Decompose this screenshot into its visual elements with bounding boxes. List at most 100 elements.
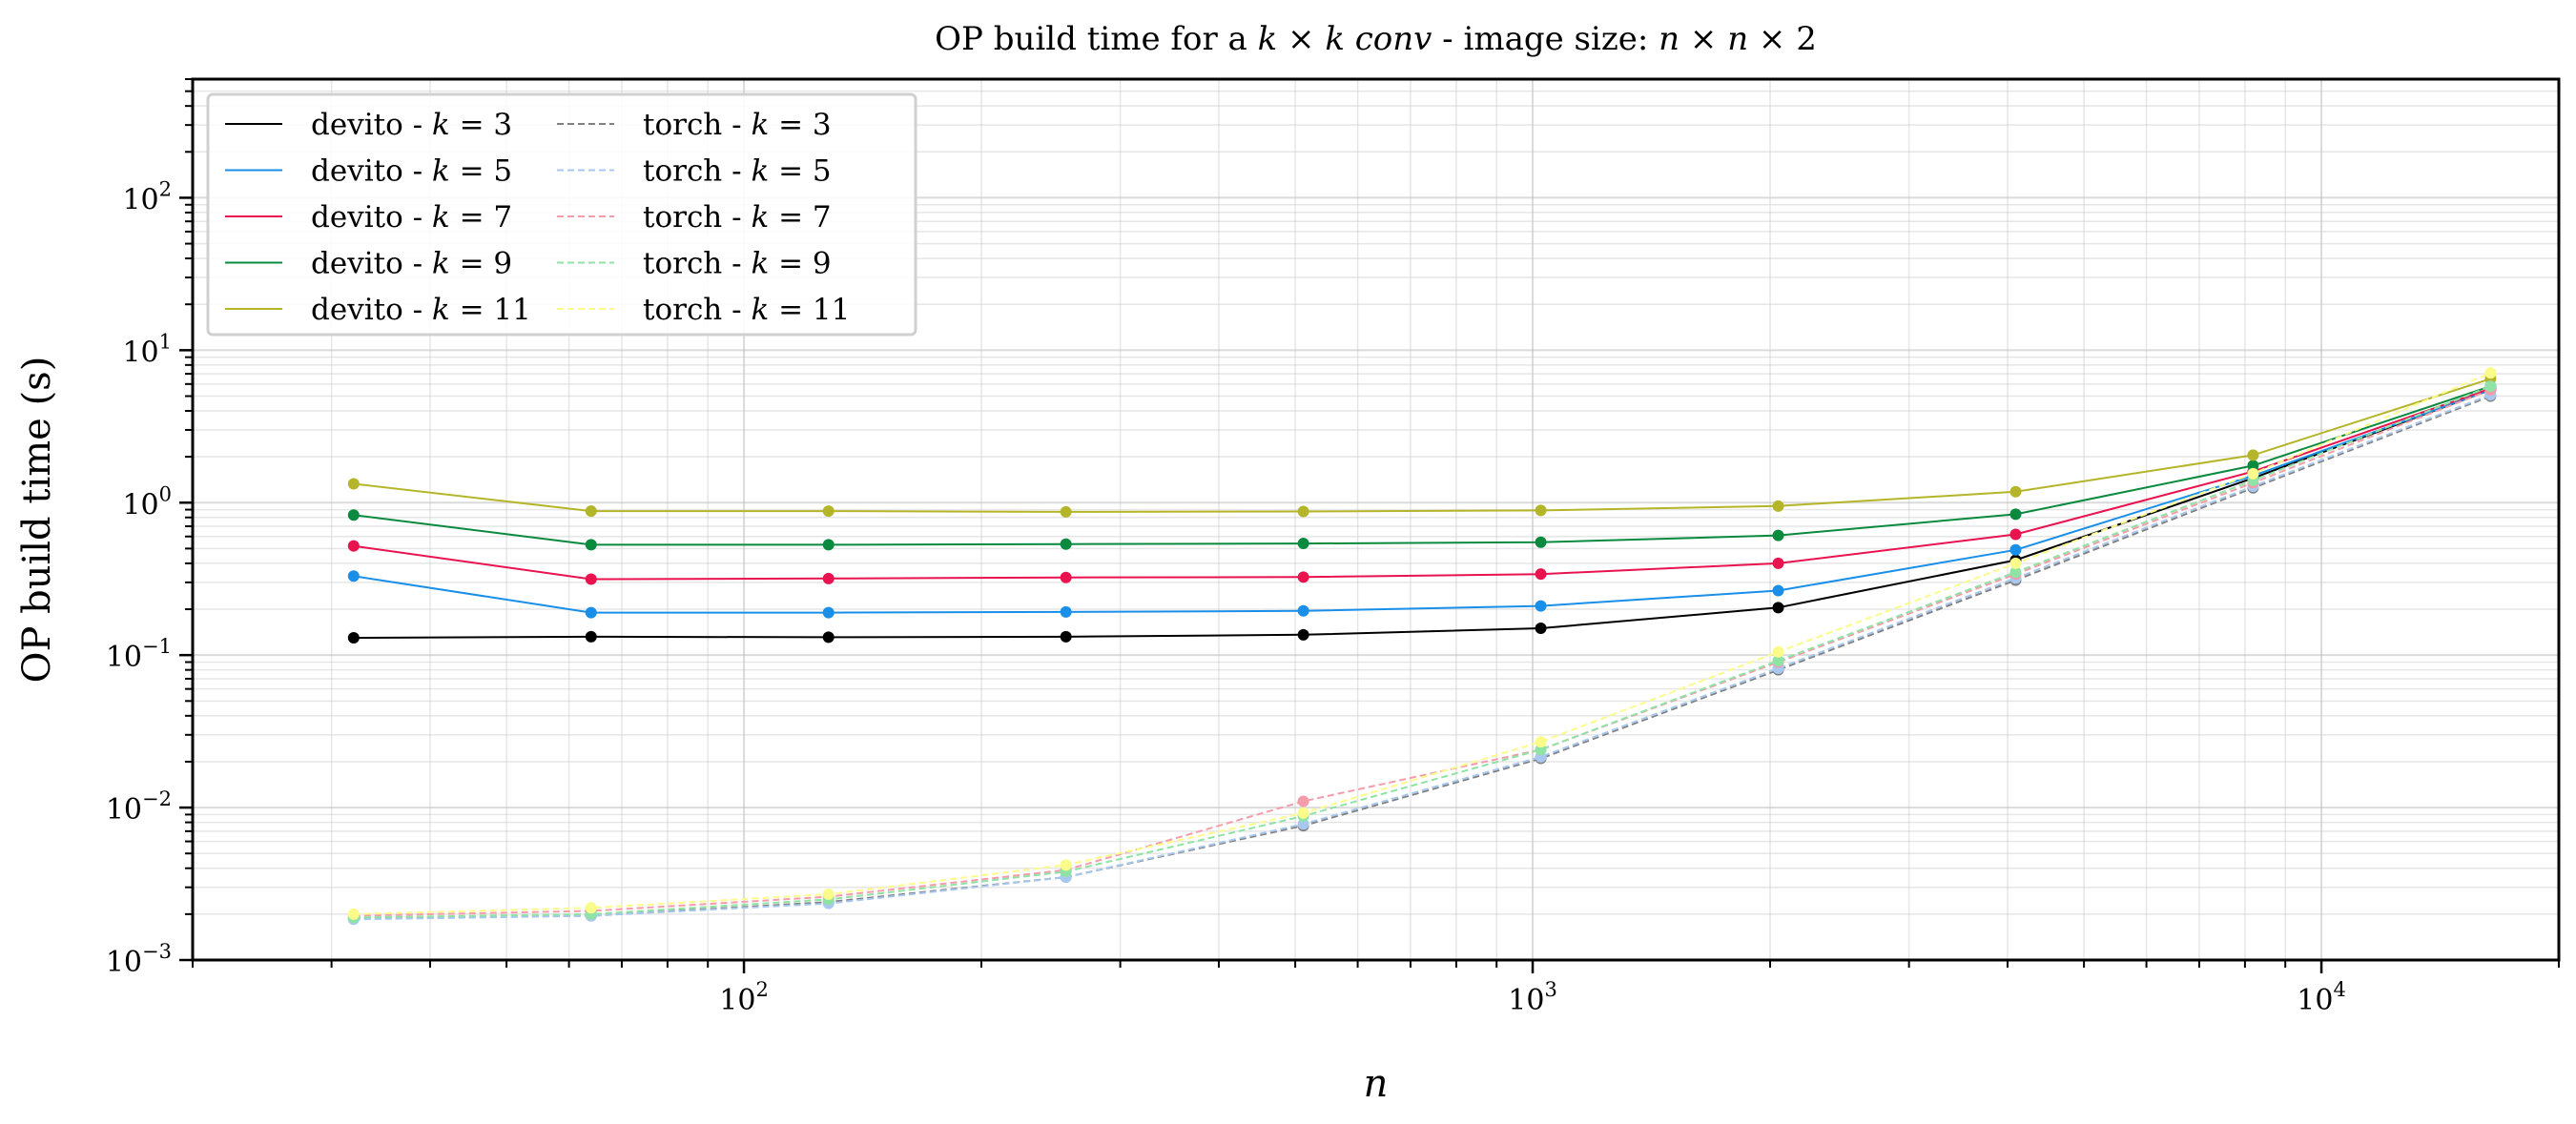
data-point: [1772, 584, 1784, 597]
x-axis-label: n: [1364, 1062, 1389, 1106]
series-line: [353, 385, 2491, 919]
legend-entry: devito - k = 5: [311, 154, 512, 189]
data-point: [2247, 449, 2259, 461]
legend-entry: devito - k = 7: [311, 200, 512, 235]
data-point: [1297, 807, 1309, 819]
data-point: [347, 540, 360, 552]
data-point: [2009, 508, 2022, 521]
data-point: [1297, 505, 1309, 518]
y-tick-label: 102: [122, 177, 172, 216]
legend-entry: devito - k = 9: [311, 247, 512, 281]
axis-ticks: 102 103 104 10−3 10−2 10−1 100 101 102: [106, 78, 2560, 1017]
data-point: [347, 478, 360, 490]
legend-entry: torch - k = 7: [643, 200, 832, 235]
data-point: [1535, 536, 1547, 548]
data-point: [822, 539, 835, 551]
series-line: [353, 378, 2491, 513]
legend-entry: devito - k = 11: [311, 293, 531, 327]
y-tick-label: 101: [122, 330, 172, 369]
chart-title: OP build time for a k × k conv - image s…: [935, 20, 1817, 58]
legend: devito - k = 3 devito - k = 5 devito - k =…: [206, 92, 917, 337]
data-point: [1772, 557, 1784, 569]
series-line: [353, 388, 2491, 917]
data-point: [2009, 566, 2022, 579]
title-part: OP build time for a: [935, 20, 1257, 58]
data-point: [1060, 605, 1072, 618]
series-line: [353, 395, 2491, 920]
data-point: [822, 606, 835, 619]
data-point: [1772, 602, 1784, 614]
data-point: [585, 606, 597, 619]
data-point: [1772, 500, 1784, 512]
data-point: [1060, 505, 1072, 518]
data-point: [1297, 538, 1309, 550]
title-part: ×: [1680, 20, 1727, 58]
data-point: [585, 573, 597, 585]
data-point: [585, 539, 597, 551]
data-point: [1772, 645, 1784, 658]
data-point: [2484, 367, 2497, 379]
title-part: n: [1659, 20, 1680, 58]
legend-entry: torch - k = 3: [643, 108, 832, 142]
data-point: [1060, 859, 1072, 871]
data-point: [1535, 736, 1547, 748]
data-point: [2484, 380, 2497, 393]
data-point: [2009, 485, 2022, 498]
data-point: [585, 902, 597, 914]
data-point: [822, 631, 835, 644]
axes-frame: [191, 77, 2561, 962]
data-point: [1297, 604, 1309, 617]
data-point: [822, 889, 835, 901]
data-point: [2247, 467, 2259, 480]
title-part: × 2: [1748, 20, 1817, 58]
y-tick-label: 10−2: [106, 787, 172, 827]
data-point: [585, 630, 597, 643]
data-point: [347, 908, 360, 920]
series-line: [353, 387, 2491, 581]
legend-entry: torch - k = 5: [643, 154, 832, 189]
x-tick-label: 102: [719, 978, 769, 1017]
data-point: [347, 509, 360, 521]
legend-entry: torch - k = 11: [643, 293, 850, 327]
data-point: [347, 631, 360, 644]
title-part: k conv: [1325, 20, 1432, 58]
data-point: [822, 505, 835, 518]
title-part: k: [1258, 20, 1278, 58]
data-point: [1535, 600, 1547, 612]
legend-entry: torch - k = 9: [643, 247, 832, 281]
title-part: - image size:: [1432, 20, 1659, 58]
data-point: [2247, 460, 2259, 472]
data-point: [1535, 623, 1547, 635]
data-point: [585, 505, 597, 518]
y-tick-label: 100: [122, 482, 172, 521]
data-point: [1297, 795, 1309, 807]
data-point: [2009, 528, 2022, 541]
series-9: [347, 367, 2497, 920]
series-1: [347, 383, 2497, 619]
data-point: [347, 570, 360, 582]
series-line: [353, 372, 2491, 915]
data-point: [1535, 568, 1547, 581]
series-3: [347, 380, 2497, 551]
series-line: [353, 385, 2491, 546]
data-point: [2009, 557, 2022, 569]
title-part: ×: [1277, 20, 1325, 58]
data-point: [1772, 529, 1784, 542]
plot-series: [347, 367, 2497, 926]
y-tick-label: 10−1: [106, 635, 172, 674]
series-line: [353, 394, 2491, 921]
data-point: [822, 572, 835, 584]
y-tick-label: 10−3: [106, 940, 172, 979]
data-point: [1297, 818, 1309, 830]
data-point: [1772, 654, 1784, 666]
data-point: [1297, 628, 1309, 641]
legend-entry: devito - k = 3: [311, 108, 512, 142]
data-point: [1060, 630, 1072, 643]
data-point: [2009, 543, 2022, 556]
legend-box: [206, 92, 917, 337]
title-part: n: [1727, 20, 1748, 58]
data-point: [1297, 571, 1309, 583]
data-point: [1535, 504, 1547, 517]
data-point: [1060, 571, 1072, 583]
